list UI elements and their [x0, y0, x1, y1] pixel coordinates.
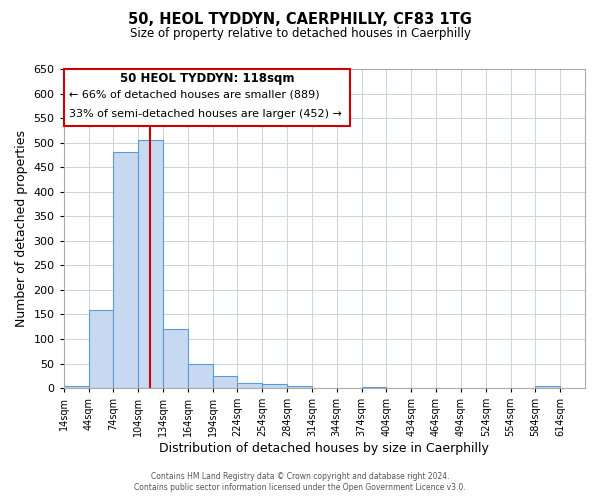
Bar: [188, 364, 212, 388]
Text: ← 66% of detached houses are smaller (889): ← 66% of detached houses are smaller (88…: [69, 90, 320, 100]
Text: 50, HEOL TYDDYN, CAERPHILLY, CF83 1TG: 50, HEOL TYDDYN, CAERPHILLY, CF83 1TG: [128, 12, 472, 28]
Bar: [212, 376, 238, 388]
Bar: [362, 386, 386, 388]
Text: 33% of semi-detached houses are larger (452) →: 33% of semi-detached houses are larger (…: [69, 109, 342, 119]
Bar: [89, 310, 113, 388]
Text: Contains HM Land Registry data © Crown copyright and database right 2024.: Contains HM Land Registry data © Crown c…: [151, 472, 449, 481]
Text: Size of property relative to detached houses in Caerphilly: Size of property relative to detached ho…: [130, 28, 470, 40]
Text: 50 HEOL TYDDYN: 118sqm: 50 HEOL TYDDYN: 118sqm: [120, 72, 295, 85]
Bar: [262, 384, 287, 388]
Bar: [238, 383, 262, 388]
Bar: [163, 329, 188, 388]
X-axis label: Distribution of detached houses by size in Caerphilly: Distribution of detached houses by size …: [160, 442, 489, 455]
Bar: [535, 386, 560, 388]
Y-axis label: Number of detached properties: Number of detached properties: [15, 130, 28, 327]
Bar: [287, 386, 312, 388]
FancyBboxPatch shape: [64, 69, 350, 126]
Bar: [113, 152, 138, 388]
Bar: [138, 140, 163, 388]
Text: Contains public sector information licensed under the Open Government Licence v3: Contains public sector information licen…: [134, 484, 466, 492]
Bar: [64, 386, 89, 388]
